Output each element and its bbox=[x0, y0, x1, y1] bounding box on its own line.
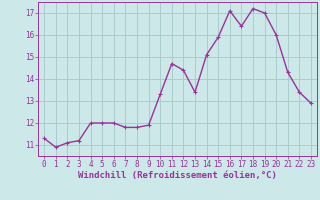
X-axis label: Windchill (Refroidissement éolien,°C): Windchill (Refroidissement éolien,°C) bbox=[78, 171, 277, 180]
